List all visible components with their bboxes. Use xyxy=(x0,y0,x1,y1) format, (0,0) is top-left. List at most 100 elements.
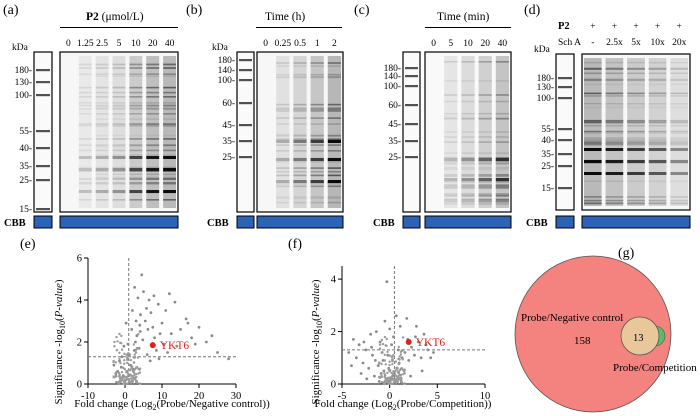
protein-point xyxy=(118,332,121,336)
protein-band xyxy=(327,73,341,76)
protein-point xyxy=(134,351,138,354)
protein-point xyxy=(397,345,400,349)
protein-point xyxy=(122,344,126,348)
lane-smear xyxy=(163,56,176,208)
protein-band xyxy=(495,168,509,171)
protein-point xyxy=(352,338,355,341)
panel-e-xlabel-prefix: Fold change (Log xyxy=(74,398,153,410)
protein-band xyxy=(648,124,667,127)
protein-point xyxy=(112,376,115,379)
protein-band xyxy=(129,104,143,107)
protein-band xyxy=(327,150,341,152)
lane-smear xyxy=(112,56,126,208)
protein-point xyxy=(391,355,394,359)
protein-band xyxy=(293,161,307,163)
marker-label: 180- xyxy=(15,66,32,76)
protein-band xyxy=(78,166,92,169)
protein-point xyxy=(380,381,383,384)
protein-band xyxy=(163,170,176,172)
protein-band xyxy=(95,113,109,115)
panel-c-cbb-label: CBB xyxy=(373,218,395,229)
protein-band xyxy=(327,196,341,198)
protein-point xyxy=(390,376,394,379)
protein-band xyxy=(444,200,458,202)
panel-c-label: (c) xyxy=(354,3,370,18)
protein-band xyxy=(495,100,509,103)
protein-point xyxy=(400,367,404,370)
protein-band xyxy=(146,144,160,146)
protein-band xyxy=(310,133,324,136)
protein-band xyxy=(310,65,324,67)
protein-band xyxy=(293,73,307,76)
protein-band xyxy=(478,193,492,195)
protein-band xyxy=(163,176,176,179)
lane-label: + xyxy=(677,22,682,32)
protein-band xyxy=(95,144,109,146)
protein-point xyxy=(362,340,366,344)
protein-point xyxy=(120,370,124,374)
strong-band xyxy=(276,140,290,143)
protein-band xyxy=(146,96,160,98)
protein-point xyxy=(115,335,118,339)
protein-band xyxy=(293,107,307,110)
marker-label: 140- xyxy=(218,66,235,76)
protein-point xyxy=(115,349,119,352)
protein-band xyxy=(478,117,492,120)
protein-band xyxy=(584,92,602,95)
protein-point xyxy=(419,356,423,360)
protein-band xyxy=(112,166,126,169)
panel-c-title-rule xyxy=(425,27,511,28)
protein-point xyxy=(175,344,179,348)
strong-band xyxy=(310,140,324,143)
protein-band xyxy=(112,154,126,157)
protein-point xyxy=(122,376,126,379)
panel-d-cbb-label: CBB xyxy=(526,218,548,229)
protein-point xyxy=(374,330,378,333)
protein-band xyxy=(95,170,109,172)
strong-band xyxy=(605,160,624,163)
protein-point xyxy=(403,382,406,385)
protein-band xyxy=(112,123,126,125)
panel-a-marker-labels: 180- 130- 100- 55- 40- 35- 25- 15- xyxy=(15,66,32,215)
strong-band xyxy=(95,168,109,171)
protein-point xyxy=(429,356,433,360)
protein-band xyxy=(444,80,458,82)
protein-band xyxy=(276,133,290,136)
protein-point xyxy=(126,358,129,361)
lane-label: 0 xyxy=(431,39,436,49)
protein-band xyxy=(670,68,688,70)
protein-point xyxy=(426,348,430,352)
protein-band xyxy=(670,78,688,81)
protein-band xyxy=(495,94,509,96)
protein-band xyxy=(478,157,492,159)
lane-label: 2 xyxy=(332,39,337,49)
protein-band xyxy=(129,106,143,109)
protein-band xyxy=(444,193,458,195)
protein-band xyxy=(310,196,324,198)
protein-point xyxy=(134,376,137,379)
protein-band xyxy=(478,141,492,143)
panel-d-kda-header: kDa xyxy=(534,45,551,55)
protein-band xyxy=(276,196,290,198)
protein-point xyxy=(120,342,123,345)
protein-band xyxy=(327,76,341,78)
marker-label: 55- xyxy=(19,127,32,137)
strong-band xyxy=(648,172,667,175)
protein-band xyxy=(129,86,143,89)
ladder-band xyxy=(405,75,418,78)
protein-band xyxy=(95,154,109,157)
protein-band xyxy=(78,149,92,152)
protein-band xyxy=(276,174,290,177)
protein-point xyxy=(127,378,130,381)
protein-point xyxy=(396,348,400,352)
panel-b-label: (b) xyxy=(186,3,203,18)
ladder-band xyxy=(558,128,572,131)
protein-band xyxy=(146,113,160,115)
protein-point xyxy=(402,373,405,376)
protein-point xyxy=(136,356,140,359)
protein-band xyxy=(95,63,109,66)
protein-band xyxy=(461,180,475,183)
protein-band xyxy=(605,61,624,64)
